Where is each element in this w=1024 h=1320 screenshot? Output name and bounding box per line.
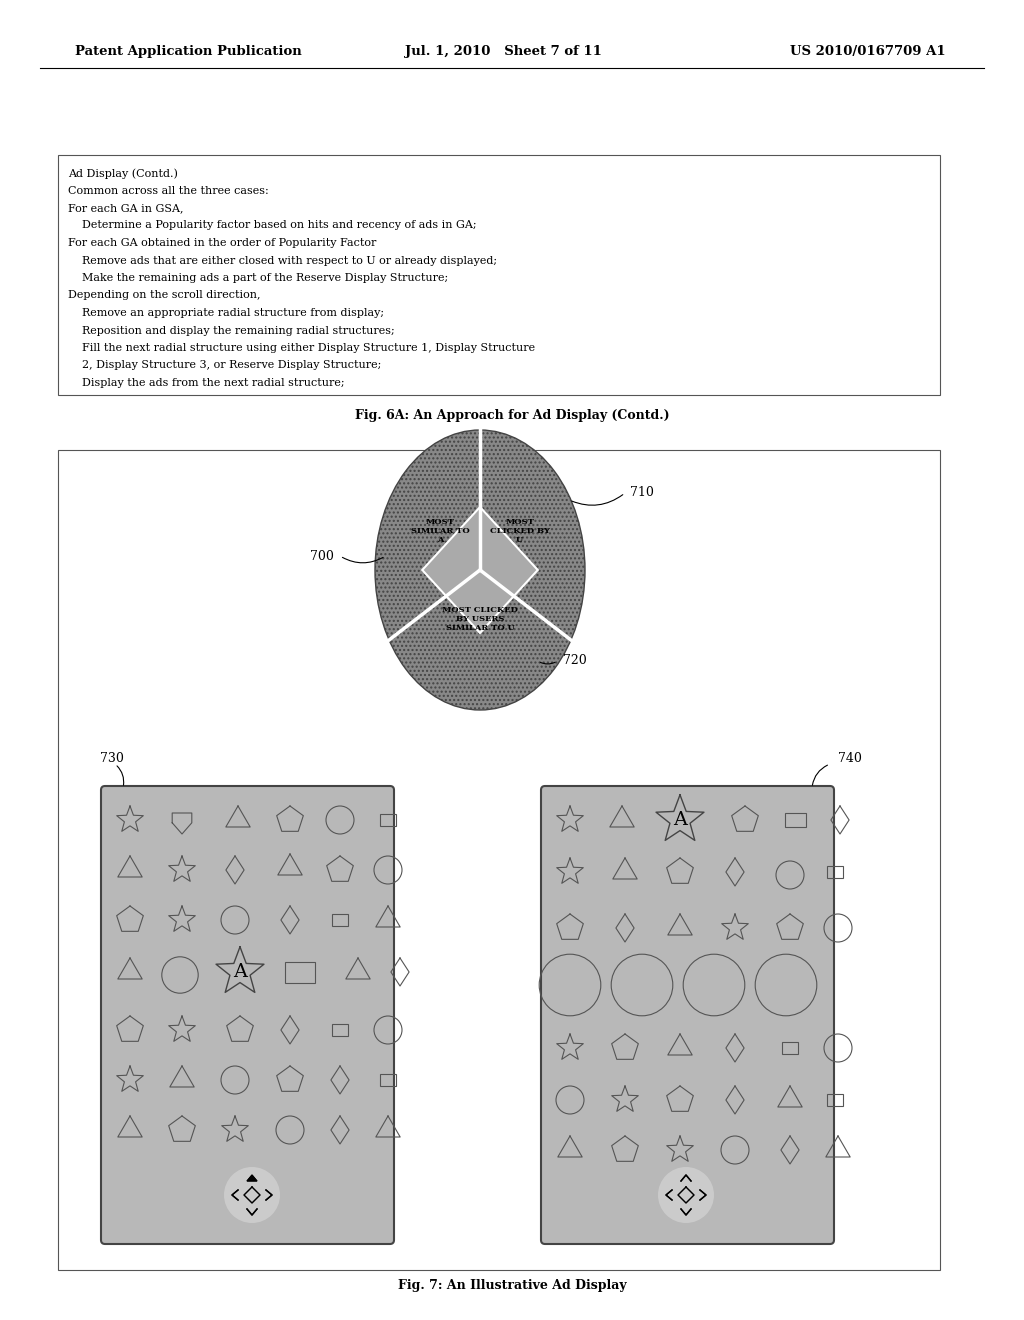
Text: For each GA obtained in the order of Popularity Factor: For each GA obtained in the order of Pop… bbox=[68, 238, 377, 248]
Text: Fig. 7: An Illustrative Ad Display: Fig. 7: An Illustrative Ad Display bbox=[397, 1279, 627, 1291]
Bar bbox=[380, 814, 396, 825]
Bar bbox=[332, 915, 348, 925]
Text: 740: 740 bbox=[838, 751, 862, 764]
Text: US 2010/0167709 A1: US 2010/0167709 A1 bbox=[790, 45, 945, 58]
Text: Ad Display (Contd.): Ad Display (Contd.) bbox=[68, 168, 178, 178]
Bar bbox=[285, 961, 315, 982]
Bar bbox=[380, 1074, 396, 1085]
Ellipse shape bbox=[375, 430, 585, 710]
Bar bbox=[781, 1043, 799, 1053]
Text: 2, Display Structure 3, or Reserve Display Structure;: 2, Display Structure 3, or Reserve Displ… bbox=[68, 360, 381, 371]
Bar bbox=[826, 1094, 844, 1106]
Text: MOST
CLICKED BY
U: MOST CLICKED BY U bbox=[489, 517, 550, 544]
Text: A: A bbox=[673, 810, 687, 829]
Text: Fig. 6A: An Approach for Ad Display (Contd.): Fig. 6A: An Approach for Ad Display (Con… bbox=[354, 408, 670, 421]
Text: Remove ads that are either closed with respect to U or already displayed;: Remove ads that are either closed with r… bbox=[68, 256, 497, 265]
Text: MOST
SIMILAR TO
A: MOST SIMILAR TO A bbox=[411, 517, 469, 544]
Circle shape bbox=[658, 1167, 714, 1224]
Text: Patent Application Publication: Patent Application Publication bbox=[75, 45, 302, 58]
Text: A: A bbox=[233, 964, 247, 981]
Text: For each GA in GSA,: For each GA in GSA, bbox=[68, 203, 183, 213]
Text: Remove an appropriate radial structure from display;: Remove an appropriate radial structure f… bbox=[68, 308, 384, 318]
Text: Determine a Popularity factor based on hits and recency of ads in GA;: Determine a Popularity factor based on h… bbox=[68, 220, 476, 231]
Polygon shape bbox=[422, 507, 538, 634]
Text: Make the remaining ads a part of the Reserve Display Structure;: Make the remaining ads a part of the Res… bbox=[68, 273, 449, 282]
Bar bbox=[58, 450, 940, 1270]
Text: Fill the next radial structure using either Display Structure 1, Display Structu: Fill the next radial structure using eit… bbox=[68, 343, 536, 352]
Text: Jul. 1, 2010   Sheet 7 of 11: Jul. 1, 2010 Sheet 7 of 11 bbox=[406, 45, 602, 58]
Text: 710: 710 bbox=[630, 487, 654, 499]
FancyBboxPatch shape bbox=[101, 785, 394, 1243]
Text: Common across all the three cases:: Common across all the three cases: bbox=[68, 186, 268, 195]
Bar bbox=[826, 866, 844, 878]
Polygon shape bbox=[247, 1175, 257, 1181]
Bar bbox=[784, 813, 806, 828]
Bar bbox=[332, 1024, 348, 1036]
FancyBboxPatch shape bbox=[541, 785, 834, 1243]
Bar bbox=[58, 154, 940, 395]
Text: Display the ads from the next radial structure;: Display the ads from the next radial str… bbox=[68, 378, 345, 388]
Text: 700: 700 bbox=[310, 549, 334, 562]
Text: Depending on the scroll direction,: Depending on the scroll direction, bbox=[68, 290, 260, 301]
Text: 730: 730 bbox=[100, 751, 124, 764]
Text: Reposition and display the remaining radial structures;: Reposition and display the remaining rad… bbox=[68, 326, 394, 335]
Text: MOST CLICKED
BY USERS
SIMILAR TO U: MOST CLICKED BY USERS SIMILAR TO U bbox=[442, 606, 518, 632]
Circle shape bbox=[224, 1167, 280, 1224]
Polygon shape bbox=[247, 1175, 257, 1181]
Text: 720: 720 bbox=[562, 655, 587, 668]
